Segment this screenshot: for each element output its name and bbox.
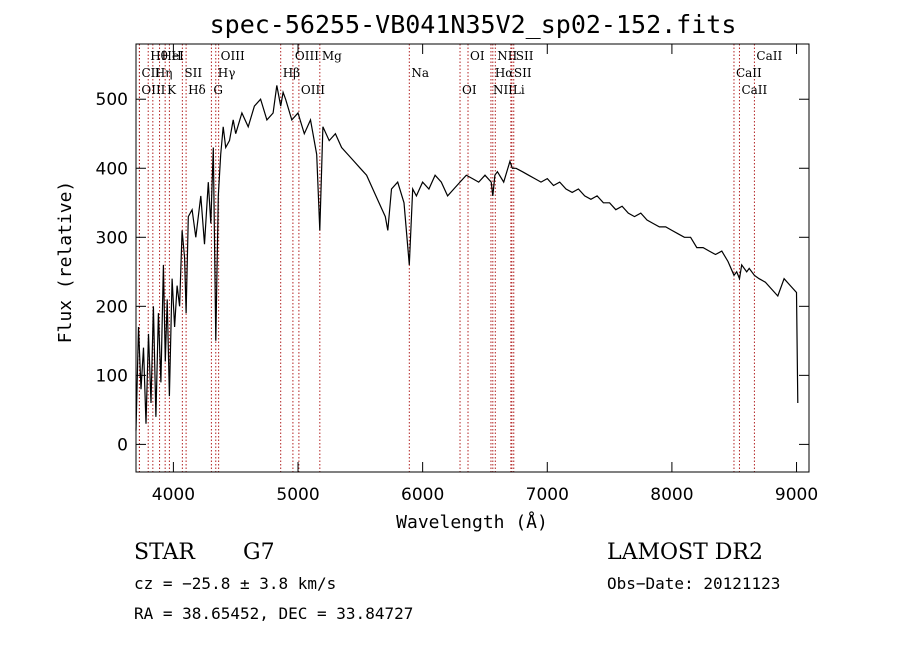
spectral-line-label: OIII (301, 83, 325, 97)
spectral-line-label: OIII (295, 49, 319, 63)
y-tick-label: 0 (117, 435, 128, 455)
object-class: STAR (134, 540, 196, 565)
spectral-line-label: NII (497, 49, 517, 63)
spectral-line-label: Hγ (218, 66, 236, 80)
spectral-line-label: Na (411, 66, 429, 80)
x-axis-label: Wavelength (Å) (396, 511, 548, 533)
spectral-line-label: OI (470, 49, 485, 63)
spectral-line-label: SII (184, 66, 202, 80)
spectral-line-labels: HθCIIOIIIHeIHηKHSIIHδOIIIHγGOIIIHβOIIIMg… (141, 49, 782, 97)
y-axis-ticks: 0 100 200 300 400 500 (96, 90, 809, 455)
spectral-line-label: SII (516, 49, 534, 63)
spectral-line-label: H (171, 49, 181, 63)
y-tick-label: 400 (96, 159, 128, 179)
x-tick-label: 9000 (775, 485, 818, 505)
spectral-line-label: Hδ (188, 83, 206, 97)
spectral-line-label: Hθ (150, 49, 168, 63)
spectral-line-label: Hβ (283, 66, 300, 80)
spectral-line-label: Hα (495, 66, 514, 80)
spectral-line-label: CaII (741, 83, 767, 97)
x-axis-ticks: 4000 5000 6000 7000 8000 9000 (152, 44, 818, 505)
spectrum-line (135, 85, 799, 431)
x-tick-label: 8000 (650, 485, 693, 505)
y-tick-label: 300 (96, 228, 128, 248)
spectral-line-label: HeI (162, 49, 185, 63)
survey-label: LAMOST DR2 (607, 540, 763, 565)
x-tick-label: 6000 (401, 485, 444, 505)
y-tick-label: 100 (96, 366, 128, 386)
y-tick-label: 500 (96, 90, 128, 110)
spectral-line-label: SII (514, 66, 532, 80)
spectral-line-label: OIII (221, 49, 245, 63)
x-tick-label: 5000 (276, 485, 319, 505)
spectral-line-label: OIII (141, 83, 165, 97)
observation-date: Obs−Date: 20121123 (607, 574, 780, 593)
spectrum-series (135, 85, 799, 431)
spectral-line-label: K (167, 83, 177, 97)
y-tick-label: 200 (96, 297, 128, 317)
spectral-line-label: Li (513, 83, 525, 97)
spectral-line-label: OI (462, 83, 477, 97)
spectral-line-label: CaII (736, 66, 762, 80)
ra-dec-coordinates: RA = 38.65452, DEC = 33.84727 (134, 604, 413, 623)
object-subclass: G7 (243, 540, 275, 565)
chart-title: spec-56255-VB041N35V2_sp02-152.fits (210, 10, 737, 39)
redshift-cz: cz = −25.8 ± 3.8 km/s (134, 574, 336, 593)
x-tick-label: 4000 (152, 485, 195, 505)
spectral-line-label: NII (493, 83, 513, 97)
spectral-line-markers (138, 44, 755, 472)
spectral-line-label: CII (141, 66, 160, 80)
spectral-line-label: G (213, 83, 223, 97)
spectral-line-label: Hη (155, 66, 173, 80)
spectral-line-label: Mg (322, 49, 342, 63)
x-tick-label: 7000 (526, 485, 569, 505)
plot-frame (135, 43, 810, 473)
spectral-line-label: CaII (756, 49, 782, 63)
y-axis-label: Flux (relative) (55, 181, 76, 344)
